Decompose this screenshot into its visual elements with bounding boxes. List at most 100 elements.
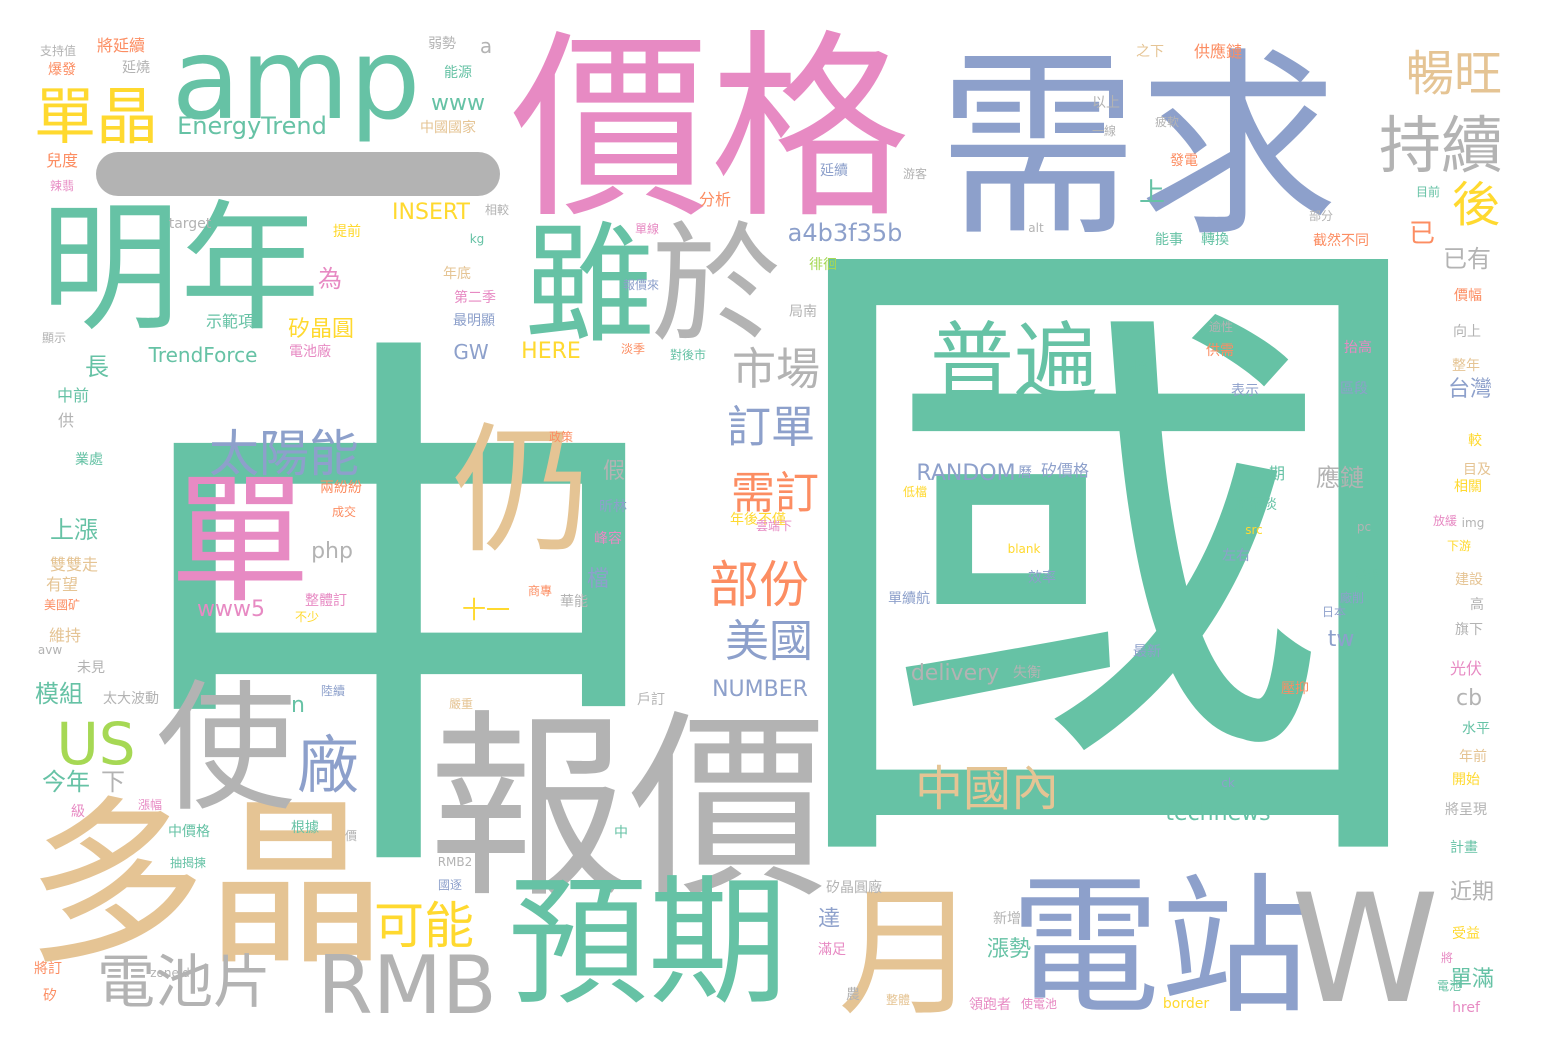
cloud-word: 後 (1451, 177, 1501, 233)
cloud-word: 漲幅 (137, 798, 163, 812)
cloud-word: EnergyTrend (177, 112, 327, 140)
cloud-word: 游客 (902, 167, 928, 181)
cloud-word: 矽價格 (1040, 461, 1090, 480)
cloud-word: 單晶 (33, 80, 159, 153)
cloud-word: 電池 (1436, 979, 1462, 993)
cloud-word: W (1290, 863, 1440, 1037)
cloud-word: 戶訂 (637, 692, 665, 708)
cloud-word: tw (1327, 627, 1355, 652)
cloud-word: 相較 (484, 203, 510, 217)
cloud-word: 漲勢 (986, 937, 1032, 962)
cloud-word: 將 (1440, 951, 1454, 965)
cloud-word: 轉換 (1201, 232, 1229, 248)
cloud-word: TrendForce (148, 343, 258, 367)
cloud-word: 維持 (48, 626, 82, 645)
cloud-word: 矽晶圓 (287, 317, 355, 342)
cloud-word: n (291, 693, 305, 718)
cloud-word: 今年 (42, 768, 90, 796)
cloud-word: 十一 (462, 596, 510, 624)
cloud-word: 太大波動 (103, 691, 159, 707)
cloud-word: 電站 (1009, 861, 1311, 1035)
cloud-word: 供需 (1206, 343, 1234, 359)
cloud-word: border (1162, 996, 1210, 1012)
cloud-word: 截然不同 (1313, 233, 1369, 249)
cloud-word: 分析 (698, 190, 732, 209)
cloud-word: 持續 (1378, 109, 1504, 182)
cloud-word: 部分 (1308, 209, 1334, 223)
cloud-word: 檔 (586, 567, 610, 592)
cloud-word: 昕林 (599, 499, 627, 515)
cloud-word: 業處 (75, 452, 103, 468)
cloud-word: 延續 (820, 163, 848, 179)
cloud-word: 市場 (732, 344, 820, 395)
cloud-word: 水平 (1462, 721, 1490, 737)
cloud-word: pc (1356, 520, 1372, 534)
cloud-word: 政策 (548, 430, 574, 444)
cloud-word: 月 (837, 873, 979, 1036)
cloud-word: 下 (101, 768, 125, 796)
cloud-word: 能源 (444, 65, 472, 81)
cloud-word: 兒度 (45, 151, 79, 170)
cloud-word: RANDOM (916, 461, 1016, 486)
cloud-word: 下游 (1446, 539, 1472, 553)
cloud-word: 滿足 (818, 942, 846, 958)
cloud-word: 中國國家 (420, 120, 476, 136)
cloud-word: 商專 (527, 584, 553, 598)
cloud-word: 使 (155, 668, 297, 831)
cloud-word: 年前 (1459, 749, 1487, 765)
cloud-word: 價 (344, 829, 358, 843)
cloud-word: 失衡 (1013, 665, 1041, 681)
cloud-word: 太陽能 (209, 425, 359, 483)
cloud-word: 兩紛紛 (320, 480, 362, 496)
cloud-word: 價格 (509, 13, 911, 246)
cloud-word: href (1452, 1000, 1480, 1016)
cloud-word: 較 (1468, 433, 1482, 449)
cloud-word: 示範項 (205, 312, 255, 331)
cloud-word: 未見 (77, 660, 105, 676)
cloud-word: 單續航 (888, 591, 930, 607)
cloud-word: 將訂 (34, 961, 62, 977)
cloud-word: 顯示 (41, 331, 67, 345)
cloud-word: 中國內 (914, 761, 1060, 817)
cloud-word: technews (1165, 801, 1271, 826)
cloud-word: 向上 (1453, 324, 1481, 340)
cloud-word: 廠削 (1339, 591, 1365, 605)
cloud-word: 日本 (1321, 605, 1347, 619)
cloud-word: 降溫 (1353, 568, 1381, 584)
cloud-word: 暢旺 (1405, 46, 1503, 102)
cloud-word: 徘徊 (809, 257, 837, 273)
cloud-word: 淡季 (620, 342, 646, 356)
cloud-word: 雙雙走 (49, 555, 99, 574)
cloud-word: 於 (650, 209, 782, 361)
cloud-word: 模組 (35, 680, 83, 708)
cloud-word: 為 (318, 265, 342, 293)
cloud-word: 最明顯 (453, 313, 495, 329)
cloud-word: 表示 (1231, 383, 1259, 399)
cloud-word: 根據 (291, 820, 319, 836)
cloud-word: 台灣 (1447, 377, 1493, 402)
cloud-word: 峰容 (594, 531, 622, 547)
cloud-word: 年後不僅 (730, 512, 786, 528)
cloud-word: 普遍 (929, 313, 1099, 411)
cloud-word: 中前 (56, 386, 90, 405)
cloud-word: 抬高 (1344, 340, 1372, 356)
cloud-word: NUMBER (712, 677, 808, 702)
cloud-word: img (1461, 516, 1485, 530)
cloud-word: delivery (910, 661, 1000, 686)
cloud-word: 建設 (1455, 572, 1483, 588)
cloud-word: 雲端下 (755, 519, 793, 533)
cloud-word: 達 (817, 907, 841, 932)
cloud-word: 一線 (1091, 124, 1117, 138)
cloud-word: 辣翡 (49, 179, 75, 193)
cloud-word: 爆發 (48, 62, 76, 78)
cloud-word: 目前 (1415, 185, 1441, 199)
cloud-word: 報價 (427, 693, 829, 926)
cloud-word: 美國矿 (43, 598, 81, 612)
cloud-word: 區段 (1340, 381, 1368, 397)
cloud-word: 抽揭揀 (169, 856, 207, 870)
cloud-word: 調整 (1123, 359, 1149, 373)
cloud-word: www (431, 91, 485, 116)
cloud-word: 多晶 (25, 781, 387, 990)
cloud-word: 明年 (39, 188, 321, 351)
cloud-word: 放緩 (1432, 514, 1458, 528)
